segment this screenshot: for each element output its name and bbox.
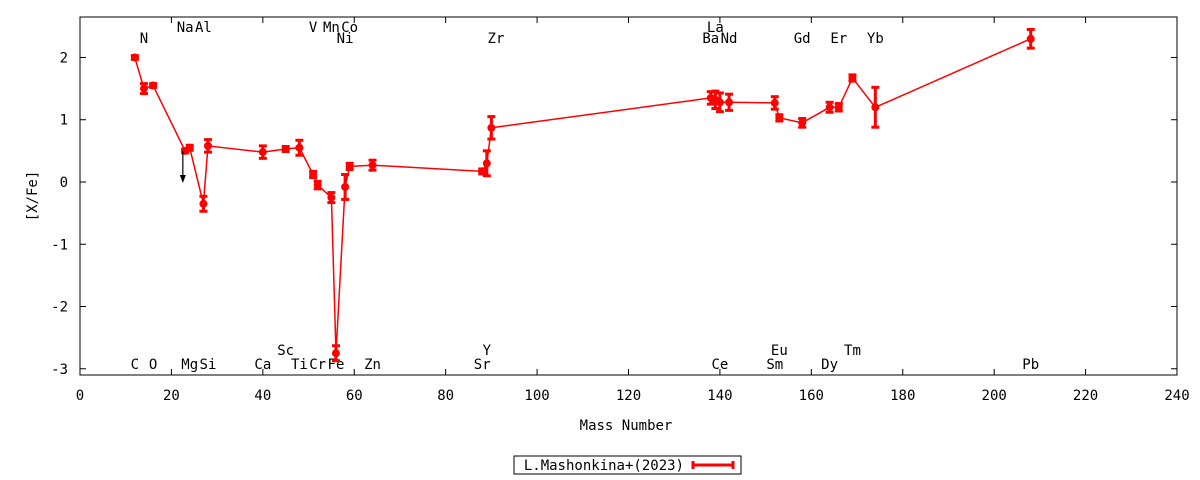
y-tick-label: 0	[60, 175, 68, 191]
data-point	[798, 118, 807, 127]
x-tick-label: 200	[982, 388, 1007, 404]
element-label: Sc	[277, 343, 294, 359]
x-axis-label: Mass Number	[580, 418, 673, 434]
x-tick-label: 240	[1164, 388, 1189, 404]
element-label: Yb	[867, 31, 884, 47]
legend: L.Mashonkina+(2023)	[513, 455, 742, 475]
data-point	[139, 84, 148, 93]
x-tick-label: 220	[1073, 388, 1098, 404]
data-point	[368, 161, 377, 170]
data-point	[770, 98, 779, 107]
series-line	[134, 38, 1032, 354]
element-label: Pb	[1022, 357, 1039, 373]
data-point	[848, 74, 857, 83]
data-point	[345, 162, 354, 171]
data-point	[203, 141, 212, 150]
annotations	[179, 150, 186, 183]
element-label: Ce	[711, 357, 728, 373]
x-tick-label: 160	[799, 388, 824, 404]
element-label: Sm	[766, 357, 783, 373]
data-point	[871, 103, 880, 112]
data-point	[258, 148, 267, 157]
data-point	[834, 103, 843, 112]
data-point	[715, 98, 724, 107]
data-point	[331, 349, 340, 358]
y-tick-label: 1	[60, 113, 68, 129]
element-label: Co	[341, 20, 358, 36]
data-point	[775, 113, 784, 122]
data-point	[825, 103, 834, 112]
data-point	[487, 123, 496, 132]
data-point	[327, 193, 336, 202]
x-tick-label: 180	[890, 388, 915, 404]
data-point	[478, 167, 487, 176]
element-label: C	[131, 357, 139, 373]
data-point	[199, 199, 208, 208]
element-label: Eu	[771, 343, 788, 359]
x-tick-label: 80	[437, 388, 454, 404]
x-tick-label: 0	[76, 388, 84, 404]
tick-labels: 0 20 40 60 80 100 120 140 160 180 200 220 240 -3 -2 -1 0…	[51, 50, 1190, 404]
element-label: Mg	[181, 357, 198, 373]
data-point	[1026, 34, 1035, 43]
data-point	[482, 159, 491, 168]
element-label: Er	[830, 31, 847, 47]
data-point	[149, 81, 158, 90]
x-tick-label: 40	[254, 388, 271, 404]
data-point	[341, 182, 350, 191]
element-label: Cr	[309, 357, 326, 373]
x-tick-label: 140	[707, 388, 732, 404]
element-label: N	[140, 31, 148, 47]
element-label: Si	[200, 357, 217, 373]
element-label: Gd	[794, 31, 811, 47]
upper-limit-arrowhead	[179, 174, 186, 183]
data-point	[130, 53, 139, 62]
x-tick-label: 120	[616, 388, 641, 404]
element-label: La	[707, 20, 724, 36]
element-label: Zr	[488, 31, 505, 47]
element-label: Y	[483, 343, 492, 359]
legend-label: L.Mashonkina+(2023)	[524, 458, 684, 474]
data-point	[309, 170, 318, 179]
element-label: Fe	[328, 357, 345, 373]
x-tick-label: 20	[163, 388, 180, 404]
element-label: O	[149, 357, 157, 373]
element-label: Zn	[364, 357, 381, 373]
element-label: Tm	[844, 343, 861, 359]
element-label: Sr	[474, 357, 491, 373]
element-label: Dy	[821, 357, 838, 373]
plot-frame	[79, 16, 1178, 376]
element-label: Na	[177, 20, 194, 36]
element-label: Ni	[337, 31, 354, 47]
y-tick-label: -1	[51, 237, 68, 253]
element-label: V	[309, 20, 318, 36]
data-point	[725, 98, 734, 107]
element-label: Ba	[702, 31, 719, 47]
y-tick-label: -2	[51, 300, 68, 316]
data-series	[130, 27, 1035, 363]
element-label: Nd	[721, 31, 738, 47]
x-tick-label: 60	[346, 388, 363, 404]
element-label: Ti	[291, 357, 308, 373]
element-label: Mn	[323, 20, 340, 36]
data-point	[295, 143, 304, 152]
legend-box	[513, 455, 742, 475]
axis-ticks	[79, 17, 1178, 375]
data-point	[185, 143, 194, 152]
legend-sample	[691, 461, 735, 469]
data-point	[281, 144, 290, 153]
y-axis-label: [X/Fe]	[25, 171, 41, 222]
y-tick-label: 2	[60, 50, 68, 66]
element-label: Al	[195, 20, 212, 36]
element-label: Ca	[254, 357, 271, 373]
x-tick-label: 100	[524, 388, 549, 404]
y-tick-label: -3	[51, 362, 68, 378]
data-point	[313, 181, 322, 190]
